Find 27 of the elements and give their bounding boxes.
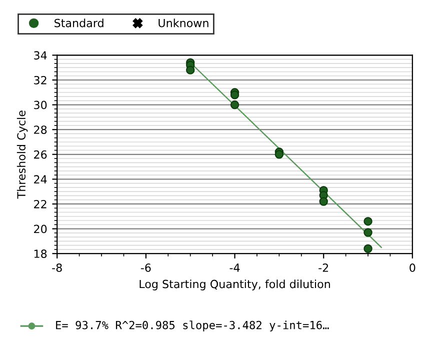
point xyxy=(274,150,284,159)
y-tick-label: 32 xyxy=(34,76,46,84)
y-tick-label: 22 xyxy=(34,200,46,208)
x-axis-title: Log Starting Quantity, fold dilution xyxy=(140,280,330,290)
y-tick-label: 20 xyxy=(34,224,47,234)
point xyxy=(319,197,328,206)
legend-label: Standard xyxy=(54,18,104,28)
y-tick-label: 18 xyxy=(34,250,47,258)
x-tick-label: 0 xyxy=(410,263,416,272)
y-tick-label: 24 xyxy=(34,175,47,184)
y-tick-label: 30 xyxy=(34,100,47,110)
point xyxy=(364,216,372,226)
y-tick-label: 28 xyxy=(34,126,47,134)
point xyxy=(186,66,195,74)
point xyxy=(364,228,372,237)
y-tick-label: 34 xyxy=(34,51,47,60)
y-tick-label: 26 xyxy=(34,150,47,159)
x-tick-label: -8 xyxy=(52,263,62,272)
point xyxy=(230,90,240,100)
text: E= 93.7% R^2=0.985 slope=-3.482 y-int=16… xyxy=(56,320,329,332)
legend-label: Unknown xyxy=(158,18,208,28)
x-tick-label: -2 xyxy=(318,263,328,272)
y-axis-title: Threshold Cycle xyxy=(16,110,28,199)
x-tick-label: -4 xyxy=(230,264,240,272)
point xyxy=(230,100,240,110)
point xyxy=(364,244,372,253)
x-tick-label: -6 xyxy=(140,263,151,272)
